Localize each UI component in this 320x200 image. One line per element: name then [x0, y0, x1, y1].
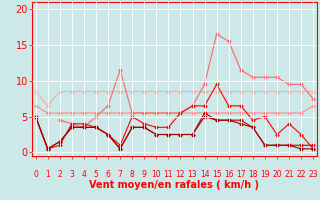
X-axis label: Vent moyen/en rafales ( km/h ): Vent moyen/en rafales ( km/h ): [89, 180, 260, 190]
